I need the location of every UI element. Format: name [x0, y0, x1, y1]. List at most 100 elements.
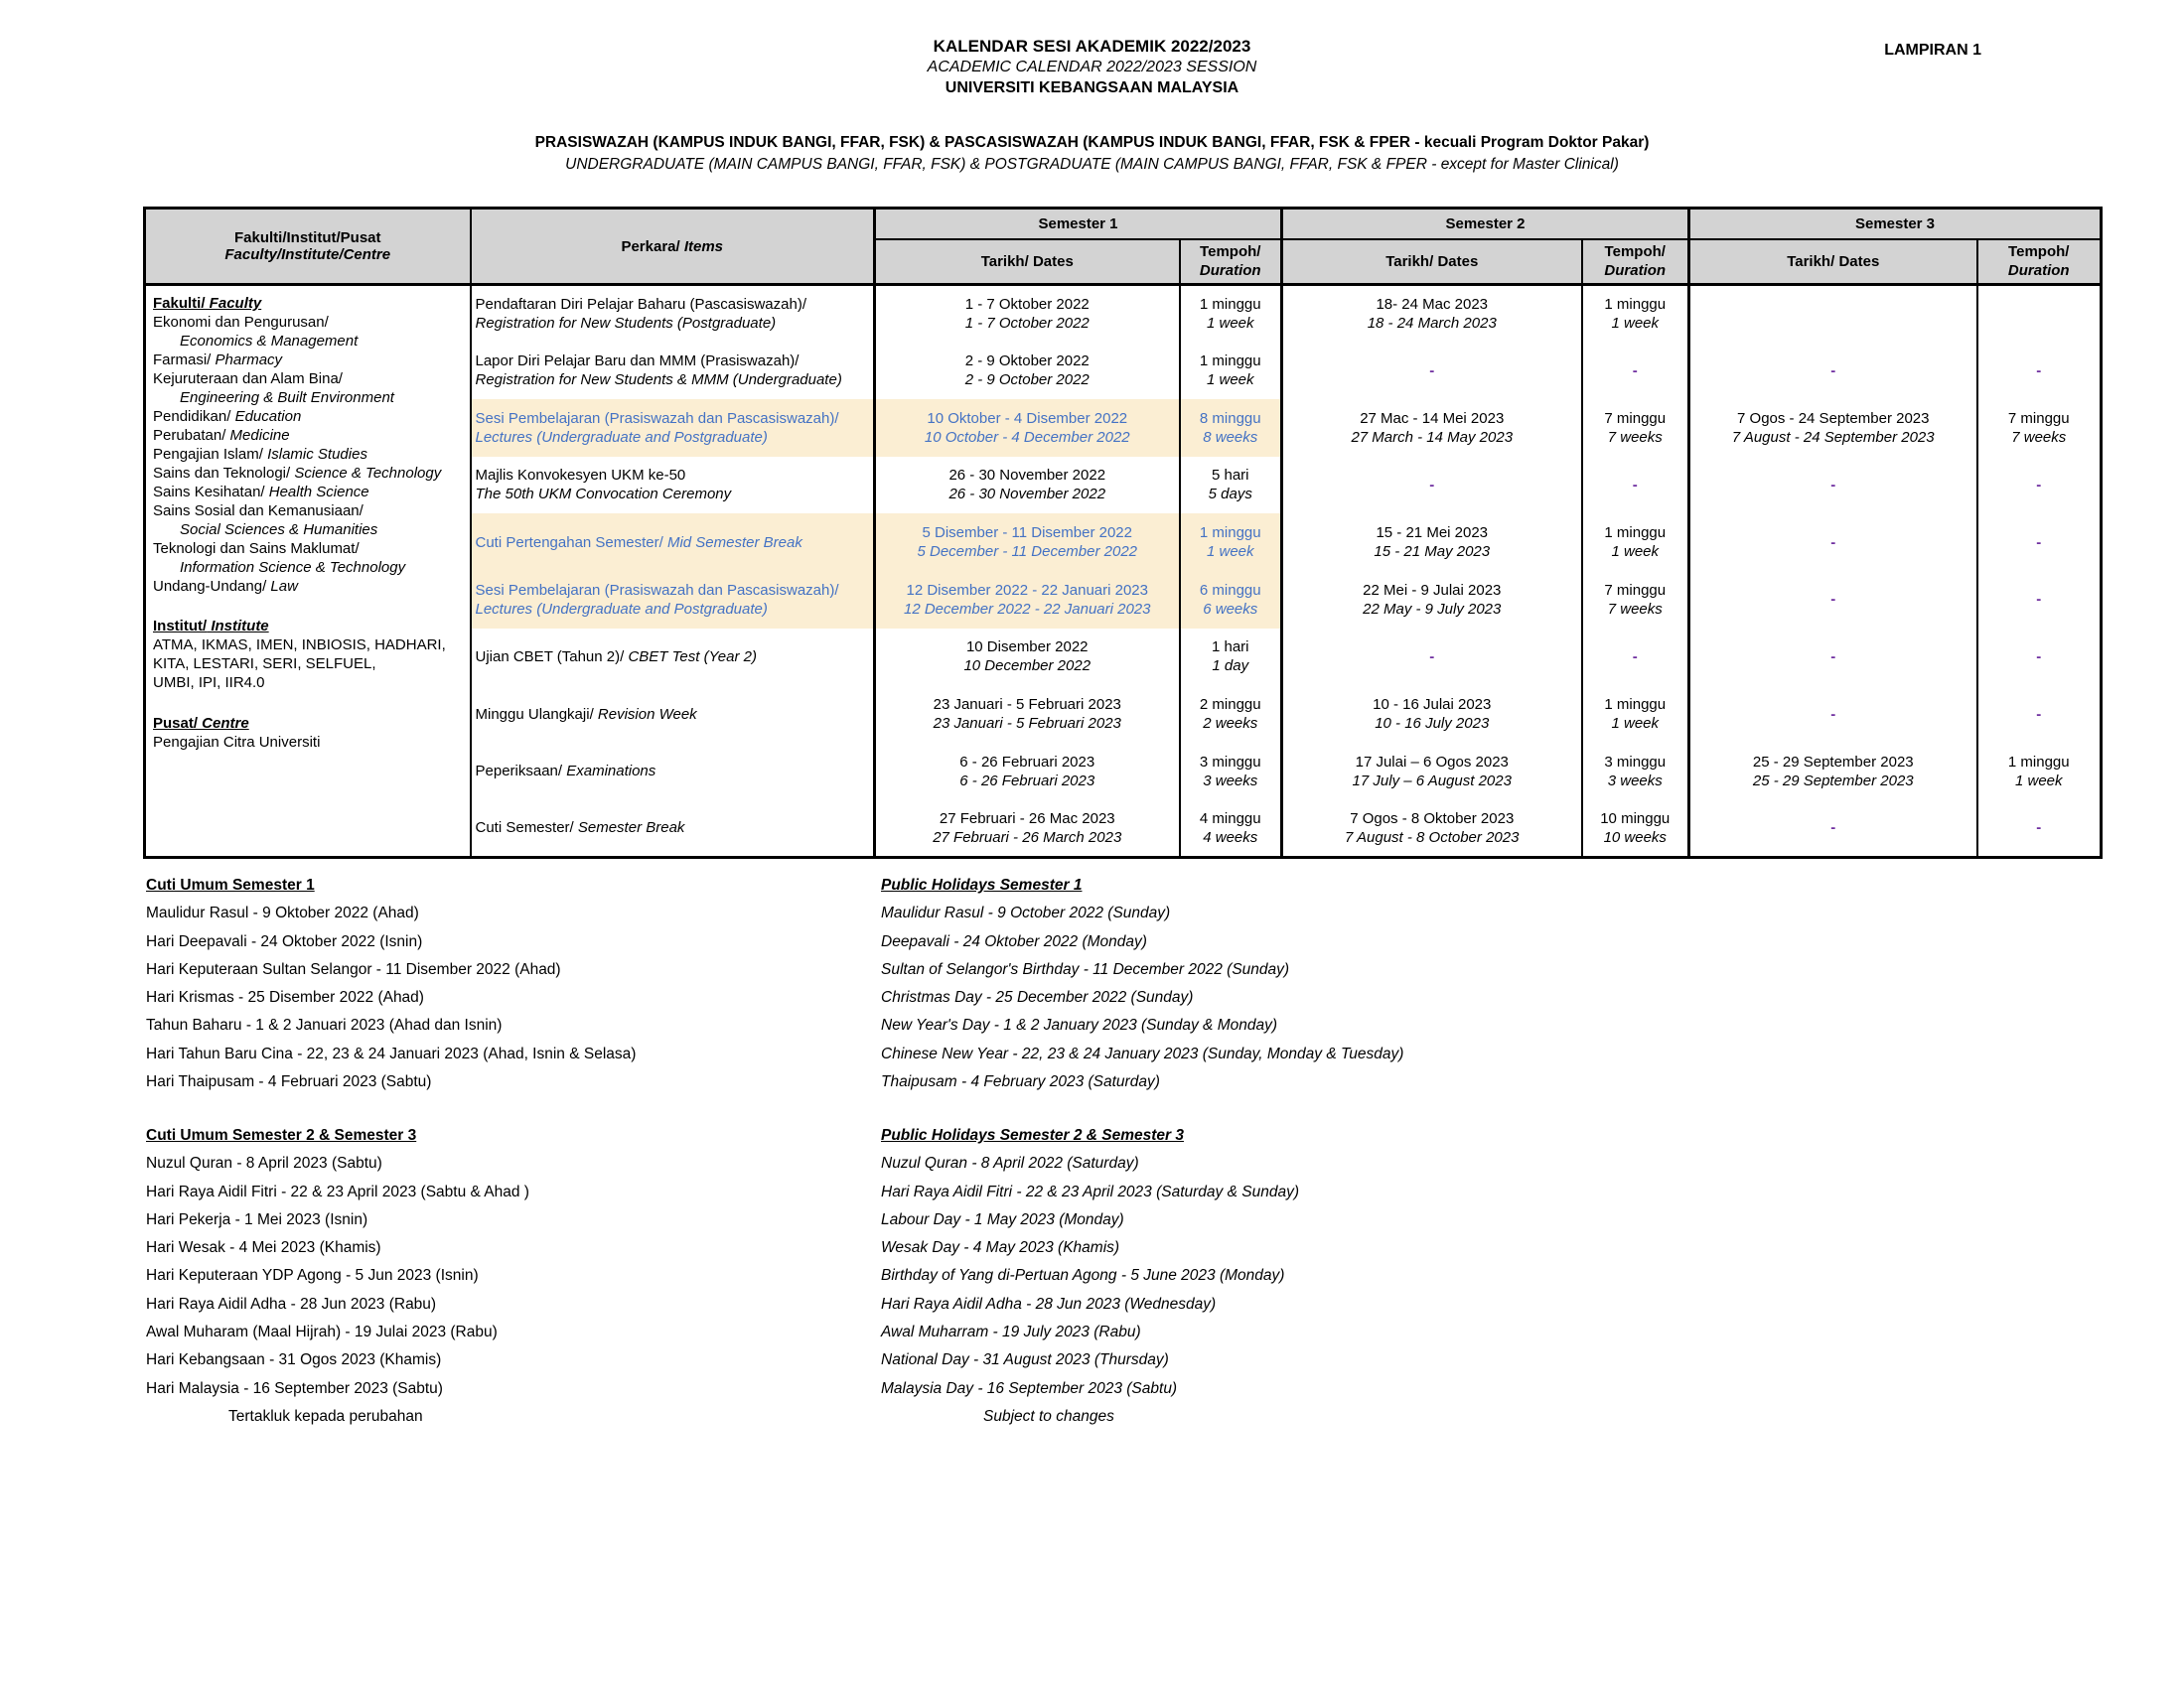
- date-line-english: 8 weeks: [1203, 428, 1258, 446]
- holiday-item: National Day - 31 August 2023 (Thursday): [881, 1351, 1169, 1369]
- empty-dash: -: [2036, 591, 2042, 609]
- sem3-dates-cell: [1687, 284, 1977, 343]
- page-title-english: ACADEMIC CALENDAR 2022/2023 SESSION: [927, 59, 1257, 75]
- holiday-item: Maulidur Rasul - 9 October 2022 (Sunday): [881, 905, 1171, 922]
- empty-dash: -: [1830, 819, 1836, 837]
- sem3-dates-cell: 7 Ogos - 24 September 2023 7 August - 24 …: [1687, 398, 1977, 457]
- faculty-section-heading: Fakulti/ Faculty: [153, 295, 262, 312]
- date-line-english: 1 week: [1206, 543, 1254, 561]
- sem1-duration-cell: 2 minggu 2 weeks: [1178, 685, 1282, 743]
- header-dates-sem1: Tarikh/ Dates: [873, 238, 1180, 286]
- sem1-dates-cell: 1 - 7 Oktober 2022 1 - 7 October 2022: [873, 284, 1180, 343]
- sem2-dates-cell: 17 Julai – 6 Ogos 2023 17 July – 6 August…: [1280, 743, 1582, 800]
- sem3-duration-cell: -: [1975, 628, 2102, 686]
- holiday-list: Nuzul Quran - 8 April 2023 (Sabtu) Hari R…: [146, 1150, 529, 1403]
- holiday-item: New Year's Day - 1 & 2 January 2023 (Sun…: [881, 1017, 1277, 1035]
- holiday-item: Hari Deepavali - 24 Oktober 2022 (Isnin): [146, 932, 423, 950]
- holidays-semester1-malay: Cuti Umum Semester 1 Maulidur Rasul - 9 …: [146, 872, 636, 1096]
- holidays-semester2-3-english: Public Holidays Semester 2 & Semester 3 …: [881, 1122, 1299, 1403]
- date-line-malay: 18- 24 Mac 2023: [1376, 296, 1489, 314]
- item-cell: Pendaftaran Diri Pelajar Baharu (Pascasi…: [469, 284, 875, 343]
- holiday-item: Hari Keputeraan YDP Agong - 5 Jun 2023 (…: [146, 1267, 479, 1285]
- date-line-malay: 1 minggu: [2007, 753, 2070, 771]
- date-line-english: 27 March - 14 May 2023: [1351, 428, 1514, 446]
- date-line-english: 2 weeks: [1203, 715, 1258, 733]
- item-line-english: Lectures (Undergraduate and Postgraduate…: [475, 428, 768, 446]
- date-line-malay: 6 minggu: [1199, 581, 1261, 599]
- date-line-malay: 4 minggu: [1199, 809, 1261, 827]
- sem3-duration-cell: -: [1975, 570, 2102, 629]
- holiday-item: Nuzul Quran - 8 April 2023 (Sabtu): [146, 1155, 382, 1173]
- date-line-english: 10 October - 4 December 2022: [924, 428, 1130, 446]
- holiday-item: Hari Keputeraan Sultan Selangor - 11 Dis…: [146, 960, 561, 978]
- holidays-heading: Cuti Umum Semester 2 & Semester 3: [146, 1127, 417, 1144]
- holiday-item: Deepavali - 24 Oktober 2022 (Monday): [881, 932, 1147, 950]
- sem1-dates-cell: 26 - 30 November 2022 26 - 30 November 20…: [873, 456, 1180, 514]
- item-cell: Peperiksaan/ Examinations: [469, 743, 875, 800]
- item-line: Ujian CBET (Tahun 2)/ CBET Test (Year 2): [475, 647, 757, 665]
- table-row: Minggu Ulangkaji/ Revision Week 23 Januar…: [145, 685, 2102, 743]
- sem3-duration-cell: -: [1975, 513, 2102, 571]
- faculty-line: Pendidikan/ Education: [153, 408, 302, 425]
- sem2-duration-cell: -: [1580, 342, 1689, 399]
- date-line-malay: 10 - 16 Julai 2023: [1373, 696, 1492, 714]
- date-line-english: 3 weeks: [1607, 772, 1663, 789]
- date-line-english: 2 - 9 October 2022: [964, 371, 1090, 389]
- date-line-malay: 26 - 30 November 2022: [948, 467, 1106, 485]
- sem3-duration-cell: 7 minggu 7 weeks: [1975, 398, 2102, 457]
- sem3-duration-cell: -: [1975, 342, 2102, 399]
- item-line: Minggu Ulangkaji/ Revision Week: [475, 705, 697, 723]
- date-line-malay: 23 Januari - 5 Februari 2023: [933, 696, 1121, 714]
- date-line-english: 1 week: [1611, 715, 1660, 733]
- sem3-dates-cell: -: [1687, 342, 1977, 399]
- date-line-malay: 1 minggu: [1604, 524, 1667, 542]
- table-row: Cuti Pertengahan Semester/ Mid Semester …: [145, 513, 2102, 571]
- lampiran-label: LAMPIRAN 1: [1884, 42, 1981, 59]
- date-line-english: 1 week: [1206, 315, 1254, 333]
- holiday-list: Maulidur Rasul - 9 Oktober 2022 (Ahad) Ha…: [146, 900, 636, 1096]
- date-line-english: 10 December 2022: [963, 657, 1092, 675]
- sem3-duration-cell: [1975, 284, 2102, 343]
- date-line-english: 15 - 21 May 2023: [1374, 543, 1491, 561]
- sem3-duration-cell: -: [1975, 799, 2102, 858]
- holiday-list: Maulidur Rasul - 9 October 2022 (Sunday)…: [881, 900, 1403, 1096]
- item-line-english: The 50th UKM Convocation Ceremony: [475, 486, 732, 503]
- date-line-malay: 1 minggu: [1199, 524, 1261, 542]
- sem3-dates-cell: -: [1687, 628, 1977, 686]
- item-cell: Lapor Diri Pelajar Baru dan MMM (Prasisw…: [469, 342, 875, 399]
- faculty-section-heading: Pusat/ Centre: [153, 714, 249, 732]
- header-items: Perkara/ Items: [469, 208, 875, 286]
- item-line-malay: Majlis Konvokesyen UKM ke-50: [475, 467, 686, 485]
- faculty-line: Social Sciences & Humanities: [180, 521, 378, 538]
- date-line-english: 1 day: [1212, 657, 1249, 675]
- item-line: Peperiksaan/ Examinations: [475, 763, 656, 780]
- spacer-line: [153, 692, 464, 713]
- faculty-line: UMBI, IPI, IIR4.0: [153, 674, 265, 692]
- item-line-malay: Pendaftaran Diri Pelajar Baharu (Pascasi…: [475, 296, 807, 314]
- date-line-malay: 5 hari: [1211, 467, 1249, 485]
- sem2-dates-cell: 27 Mac - 14 Mei 2023 27 March - 14 May 20…: [1280, 398, 1582, 457]
- subtitle-block: PRASISWAZAH (KAMPUS INDUK BANGI, FFAR, F…: [0, 132, 2184, 176]
- date-line-malay: 5 Disember - 11 Disember 2022: [922, 524, 1132, 542]
- sem2-dates-cell: -: [1280, 456, 1582, 514]
- empty-dash: -: [1830, 361, 1836, 379]
- item-line-english: Lectures (Undergraduate and Postgraduate…: [475, 600, 768, 618]
- sem1-dates-cell: 23 Januari - 5 Februari 2023 23 Januari -…: [873, 685, 1180, 743]
- empty-dash: -: [2036, 819, 2042, 837]
- sem3-dates-cell: 25 - 29 September 2023 25 - 29 September …: [1687, 743, 1977, 800]
- sem2-duration-cell: 1 minggu 1 week: [1580, 685, 1689, 743]
- date-line-malay: 7 minggu: [1604, 581, 1667, 599]
- date-line-english: 5 days: [1208, 486, 1252, 503]
- sem1-dates-cell: 10 Disember 2022 10 December 2022: [873, 628, 1180, 686]
- empty-dash: -: [1830, 533, 1836, 551]
- date-line-malay: 27 Mac - 14 Mei 2023: [1360, 409, 1505, 427]
- header-duration-sem3: Tempoh/ Duration: [1975, 238, 2102, 286]
- subject-to-change-note-malay: Tertakluk kepada perubahan: [228, 1408, 423, 1425]
- header-semester-3: Semester 3: [1687, 208, 2102, 240]
- item-cell: Cuti Semester/ Semester Break: [469, 799, 875, 858]
- sem3-duration-cell: 1 minggu 1 week: [1975, 743, 2102, 800]
- date-line-english: 6 weeks: [1203, 600, 1258, 618]
- faculty-line: Pengajian Islam/ Islamic Studies: [153, 446, 367, 463]
- holiday-item: Hari Kebangsaan - 31 Ogos 2023 (Khamis): [146, 1351, 442, 1369]
- header-duration-sem2: Tempoh/ Duration: [1580, 238, 1689, 286]
